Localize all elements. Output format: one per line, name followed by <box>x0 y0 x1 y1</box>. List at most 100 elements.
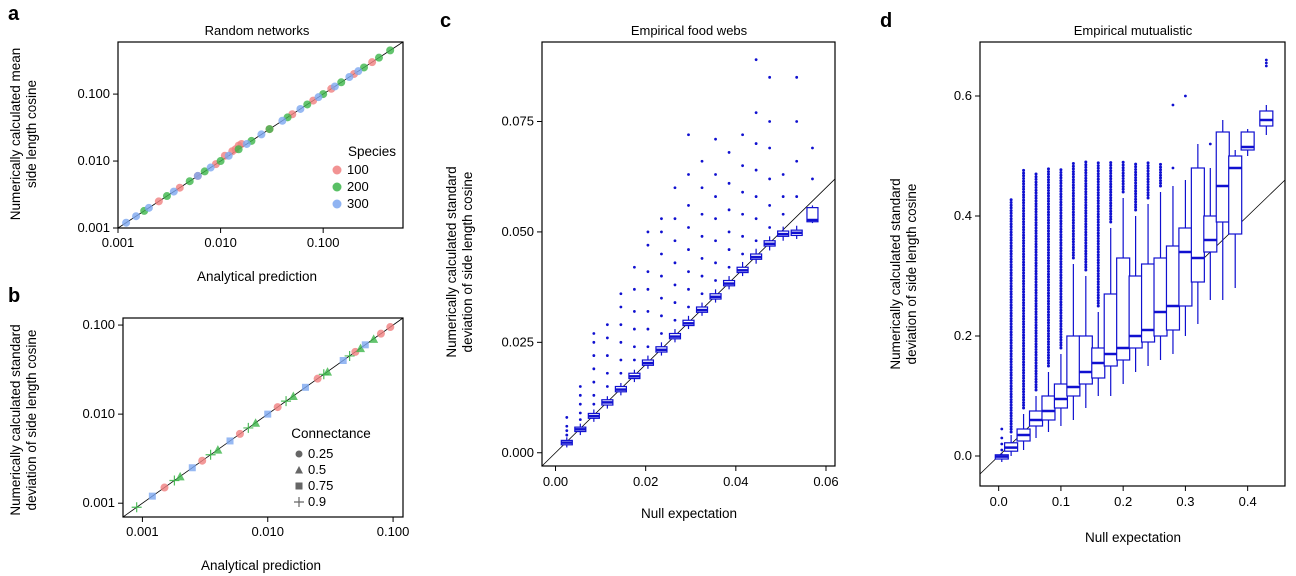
outlier <box>1159 165 1163 169</box>
outlier <box>1059 230 1063 234</box>
outlier <box>1034 210 1038 214</box>
outlier <box>714 217 717 221</box>
outlier <box>1096 245 1100 249</box>
outlier <box>1096 269 1100 273</box>
outlier <box>1071 237 1075 241</box>
outlier <box>1084 165 1088 169</box>
box <box>736 133 749 277</box>
outlier <box>1096 288 1100 292</box>
x-tick-label: 0.100 <box>307 235 340 250</box>
outlier <box>1034 229 1038 233</box>
outlier <box>1046 189 1050 192</box>
outlier <box>1046 199 1050 203</box>
outlier <box>673 239 677 243</box>
data-point <box>323 367 333 376</box>
box <box>587 332 600 422</box>
outlier <box>1084 265 1088 269</box>
outlier <box>1022 266 1026 270</box>
outlier <box>1059 189 1063 193</box>
outlier <box>1009 352 1013 356</box>
outlier <box>660 332 663 335</box>
outlier <box>1009 252 1013 256</box>
box-iqr <box>806 207 819 223</box>
outlier <box>768 177 772 181</box>
outlier <box>1034 356 1038 360</box>
panel-d-title: Empirical mutualistic <box>1074 23 1193 38</box>
outlier <box>1096 169 1100 173</box>
outlier <box>1159 173 1163 177</box>
outlier <box>1046 240 1050 244</box>
outlier <box>1071 253 1075 257</box>
outlier <box>1096 285 1100 289</box>
outlier <box>1096 234 1100 238</box>
outlier <box>1022 349 1026 353</box>
outlier <box>1009 349 1013 353</box>
outlier <box>1134 189 1138 193</box>
outlier <box>1084 190 1088 194</box>
outlier <box>1096 266 1100 270</box>
outlier <box>1034 248 1038 252</box>
outlier <box>1009 241 1013 245</box>
outlier <box>1059 225 1063 228</box>
legend-label: 300 <box>347 196 369 211</box>
outlier <box>1009 406 1013 410</box>
box <box>750 58 763 264</box>
outlier <box>1109 209 1113 213</box>
y-tick-label: 0.6 <box>954 88 972 103</box>
box <box>1228 150 1243 288</box>
outlier <box>1009 392 1013 396</box>
outlier <box>1134 192 1138 196</box>
outlier <box>1146 172 1150 176</box>
outlier <box>1009 279 1013 283</box>
outlier <box>768 204 772 207</box>
outlier <box>1084 192 1088 196</box>
outlier <box>1134 168 1138 171</box>
outlier <box>714 261 717 265</box>
outlier <box>1022 333 1026 337</box>
outlier <box>1022 204 1026 207</box>
outlier <box>646 327 650 331</box>
outlier <box>1034 326 1038 330</box>
outlier <box>1059 206 1063 210</box>
outlier <box>660 217 663 221</box>
panel-b: b Numerically calculated standard deviat… <box>8 285 321 573</box>
y-tick-label: 0.2 <box>954 328 972 343</box>
x-tick-label: 0.001 <box>102 235 135 250</box>
outlier <box>1022 322 1026 326</box>
outlier <box>1046 321 1050 325</box>
outlier <box>660 314 663 318</box>
outlier <box>619 305 623 309</box>
outlier <box>1159 184 1163 188</box>
data-point <box>144 203 153 212</box>
outlier <box>1084 201 1088 204</box>
box <box>994 427 1009 462</box>
outlier <box>1046 210 1050 214</box>
outlier <box>1084 236 1088 240</box>
outlier <box>1146 191 1150 195</box>
outlier <box>1034 188 1038 192</box>
outlier <box>1171 103 1175 107</box>
outlier <box>1096 180 1100 184</box>
box <box>763 75 776 251</box>
outlier <box>1109 190 1113 194</box>
outlier <box>1171 166 1175 170</box>
outlier <box>1059 216 1063 220</box>
outlier <box>1084 222 1088 226</box>
box-iqr <box>1190 167 1205 283</box>
outlier <box>1022 228 1026 232</box>
panel-b-ylabel: Numerically calculated standard deviatio… <box>8 324 39 515</box>
data-point <box>337 78 346 87</box>
outlier <box>1046 324 1050 327</box>
outlier <box>1009 217 1013 221</box>
outlier <box>1096 183 1100 186</box>
data-point <box>213 445 223 454</box>
plot-frame <box>122 317 404 518</box>
outlier <box>1022 276 1026 280</box>
box <box>709 137 722 303</box>
outlier <box>1071 172 1075 176</box>
box <box>1103 161 1118 396</box>
y-tick-label: 0.0 <box>954 448 972 463</box>
outlier <box>1084 214 1088 218</box>
outlier <box>1109 169 1113 173</box>
box <box>1116 160 1131 384</box>
